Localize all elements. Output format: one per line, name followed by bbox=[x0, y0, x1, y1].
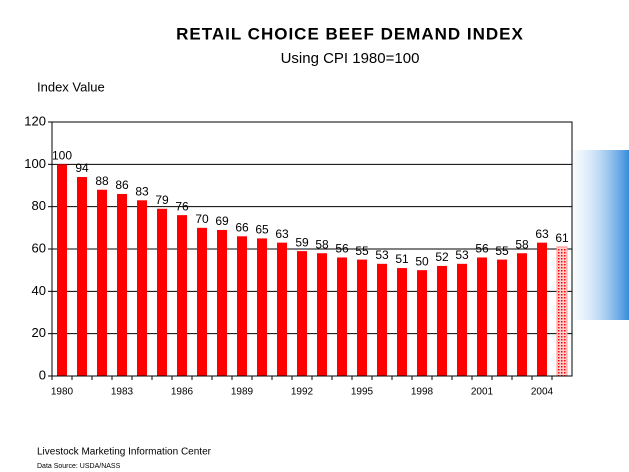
bar bbox=[497, 259, 507, 376]
bar bbox=[217, 229, 227, 376]
bar bbox=[277, 242, 287, 376]
value-label: 59 bbox=[295, 235, 309, 249]
value-label: 79 bbox=[155, 193, 169, 207]
bar bbox=[556, 246, 568, 377]
value-label: 53 bbox=[375, 248, 389, 262]
value-label: 83 bbox=[135, 184, 149, 198]
chart-title: RETAIL CHOICE BEEF DEMAND INDEX bbox=[176, 24, 524, 43]
y-axis-label: Index Value bbox=[37, 79, 105, 94]
value-label: 66 bbox=[235, 220, 249, 234]
y-tick-label: 120 bbox=[24, 113, 46, 128]
x-tick-label: 1983 bbox=[111, 387, 134, 398]
value-label: 55 bbox=[495, 244, 509, 258]
bar bbox=[457, 263, 467, 376]
value-label: 61 bbox=[555, 231, 569, 245]
bar bbox=[317, 253, 327, 376]
chart-subtitle: Using CPI 1980=100 bbox=[281, 50, 420, 67]
value-label: 63 bbox=[535, 227, 549, 241]
bar bbox=[237, 236, 247, 376]
x-tick-label: 1998 bbox=[411, 387, 434, 398]
bar bbox=[437, 265, 447, 376]
bar bbox=[77, 177, 87, 376]
bar bbox=[357, 259, 367, 376]
y-tick-label: 20 bbox=[32, 325, 46, 340]
bar bbox=[397, 268, 407, 376]
y-tick-label: 100 bbox=[24, 156, 46, 171]
x-tick-label: 2004 bbox=[531, 387, 554, 398]
x-tick-label: 1980 bbox=[51, 387, 74, 398]
source: Data Source: USDA/NASS bbox=[37, 463, 121, 470]
value-label: 58 bbox=[315, 237, 329, 251]
bar bbox=[377, 263, 387, 376]
x-tick-label: 1992 bbox=[291, 387, 314, 398]
value-label: 53 bbox=[455, 248, 469, 262]
value-label: 94 bbox=[75, 161, 89, 175]
x-tick-label: 1995 bbox=[351, 387, 374, 398]
value-label: 88 bbox=[95, 174, 109, 188]
value-label: 70 bbox=[195, 212, 209, 226]
bar bbox=[337, 257, 347, 376]
value-label: 69 bbox=[215, 214, 229, 228]
value-label: 55 bbox=[355, 244, 369, 258]
value-label: 86 bbox=[115, 178, 129, 192]
bar bbox=[157, 208, 167, 376]
value-label: 63 bbox=[275, 227, 289, 241]
value-label: 65 bbox=[255, 223, 269, 237]
bar bbox=[97, 189, 107, 376]
bar bbox=[117, 193, 127, 376]
x-tick-label: 2001 bbox=[471, 387, 494, 398]
x-tick-label: 1989 bbox=[231, 387, 254, 398]
value-label: 56 bbox=[475, 242, 489, 256]
y-tick-label: 60 bbox=[32, 240, 46, 255]
bar bbox=[257, 238, 267, 376]
bar bbox=[177, 215, 187, 376]
x-tick-label: 1986 bbox=[171, 387, 194, 398]
bar bbox=[417, 270, 427, 376]
bar bbox=[477, 257, 487, 376]
value-label: 100 bbox=[52, 149, 72, 163]
value-label: 58 bbox=[515, 237, 529, 251]
source-org: Livestock Marketing Information Center bbox=[37, 447, 212, 458]
y-tick-label: 40 bbox=[32, 283, 46, 298]
bar bbox=[517, 253, 527, 376]
value-label: 52 bbox=[435, 250, 449, 264]
bar bbox=[537, 242, 547, 376]
value-label: 56 bbox=[335, 242, 349, 256]
plot-frame bbox=[51, 121, 573, 377]
value-label: 76 bbox=[175, 199, 189, 213]
bar bbox=[297, 251, 307, 376]
bar bbox=[197, 227, 207, 376]
bar bbox=[137, 200, 147, 376]
y-tick-label: 0 bbox=[39, 367, 46, 382]
bar bbox=[57, 164, 67, 376]
y-tick-label: 80 bbox=[32, 198, 46, 213]
value-label: 50 bbox=[415, 254, 429, 268]
value-label: 51 bbox=[395, 252, 409, 266]
